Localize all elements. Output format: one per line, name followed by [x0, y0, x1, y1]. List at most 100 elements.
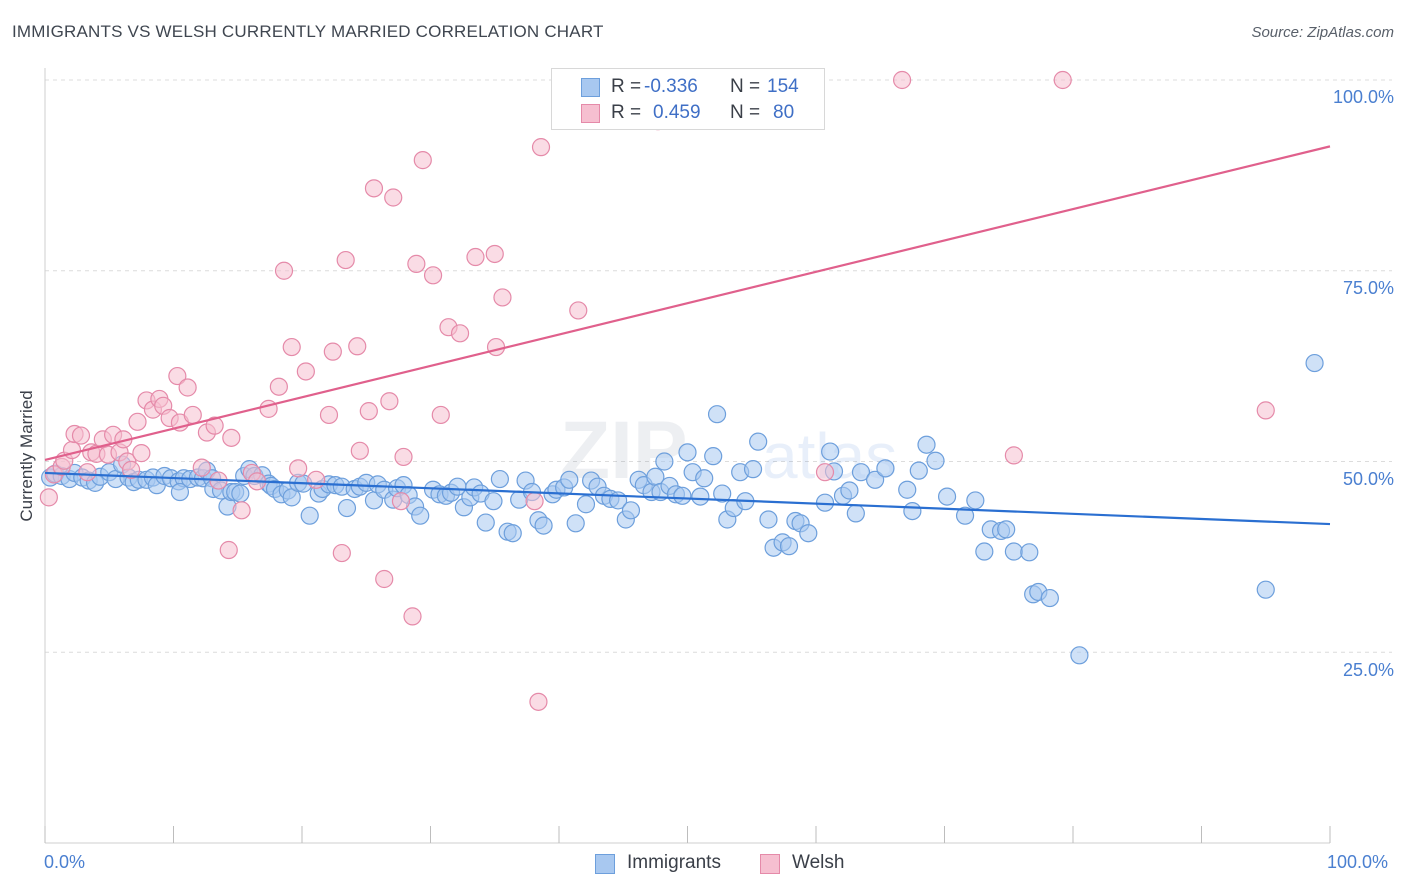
welsh-point [493, 288, 512, 307]
welsh-point [132, 444, 151, 463]
source-label: Source: ZipAtlas.com [1251, 24, 1394, 41]
immigrants-point [576, 495, 596, 514]
welsh-point [359, 402, 378, 421]
immigrants-point [621, 501, 641, 520]
immigrants-point [713, 484, 732, 503]
immigrants-point [1020, 543, 1039, 562]
immigrants-point [300, 506, 319, 525]
immigrants-point [231, 484, 250, 503]
welsh-point [78, 463, 97, 482]
immigrants-point [749, 432, 768, 451]
immigrants-point [840, 481, 859, 500]
immigrants-point [917, 435, 936, 454]
immigrants-point [1040, 588, 1059, 608]
immigrants-point [560, 470, 579, 489]
r-value: -0.336 [644, 76, 698, 97]
welsh-point [332, 543, 351, 563]
welsh-point [222, 428, 241, 447]
welsh-point [1004, 446, 1023, 465]
welsh-legend-label: Welsh [792, 852, 845, 873]
welsh-point [274, 261, 294, 280]
n-label: N = [730, 76, 761, 97]
stats-legend: R = -0.336 N = 154 R = 0.459 N = 80 [551, 68, 825, 130]
welsh-point [232, 501, 251, 520]
immigrants-point [851, 463, 871, 482]
welsh-point [128, 412, 147, 431]
immigrants-point [799, 524, 818, 543]
immigrants-point [503, 524, 522, 543]
welsh-point [815, 463, 835, 482]
welsh-point [348, 337, 367, 356]
n-label: N = [730, 102, 761, 123]
r-label: R = [611, 102, 642, 123]
immigrants-point [476, 513, 495, 532]
welsh-point [121, 460, 141, 479]
immigrants-point [997, 520, 1016, 539]
welsh-point [192, 458, 211, 477]
welsh-points [39, 70, 1275, 711]
welsh-point [336, 250, 355, 270]
welsh-point [282, 337, 301, 357]
immigrants-point [1070, 646, 1089, 665]
welsh-trend-line [44, 145, 1331, 462]
r-value: 0.459 [653, 102, 701, 123]
welsh-point [531, 138, 551, 157]
axes [44, 68, 1331, 844]
immigrants-point [490, 469, 509, 489]
immigrants-point [955, 506, 975, 525]
immigrants-point [707, 405, 727, 424]
immigrants-point [534, 516, 553, 535]
x-tick-label-max: 100.0% [1327, 852, 1389, 872]
n-value: 154 [767, 76, 799, 97]
grid-lines [45, 79, 1392, 653]
welsh-point [892, 70, 912, 90]
immigrants-point [975, 542, 994, 561]
immigrants-point [673, 486, 692, 505]
welsh-point [205, 416, 224, 435]
immigrants-point [846, 504, 865, 523]
welsh-point [391, 492, 411, 511]
immigrants-trend-line [44, 471, 1331, 526]
immigrants-point [170, 482, 190, 502]
immigrants-point [566, 514, 585, 533]
immigrants-swatch [581, 78, 600, 97]
welsh-point [364, 179, 384, 198]
immigrants-point [484, 492, 503, 511]
welsh-point [269, 377, 288, 396]
chart-title: IMMIGRANTS VS WELSH CURRENTLY MARRIED CO… [12, 22, 604, 41]
welsh-point [529, 692, 548, 711]
welsh-point [319, 405, 339, 425]
immigrants-point [655, 452, 674, 471]
immigrants-point [759, 510, 778, 529]
welsh-point [413, 151, 432, 170]
welsh-swatch [581, 104, 600, 123]
welsh-point [403, 607, 422, 626]
welsh-point [431, 405, 450, 425]
welsh-point [39, 488, 58, 507]
immigrants-point [926, 451, 945, 470]
immigrants-legend-label: Immigrants [627, 852, 721, 873]
immigrants-point [704, 447, 723, 466]
welsh-point [384, 188, 403, 207]
welsh-point [71, 426, 91, 445]
welsh-point [219, 540, 238, 560]
welsh-point [375, 569, 394, 589]
immigrants-point [1305, 353, 1324, 373]
welsh-point [323, 342, 342, 361]
trend-lines [44, 145, 1331, 526]
immigrants-point [866, 470, 885, 489]
immigrants-point [743, 460, 763, 479]
immigrants-point [411, 506, 430, 525]
y-tick-label-25: 25.0% [1342, 660, 1394, 680]
immigrants-point [678, 443, 697, 462]
immigrants-point [695, 469, 714, 488]
r-label: R = [611, 76, 642, 97]
welsh-point [394, 447, 413, 467]
welsh-point [380, 392, 399, 411]
immigrants-point [937, 487, 957, 506]
immigrants-point [909, 461, 928, 480]
immigrants-point [903, 501, 922, 521]
welsh-point [486, 337, 506, 357]
welsh-point [423, 266, 443, 285]
